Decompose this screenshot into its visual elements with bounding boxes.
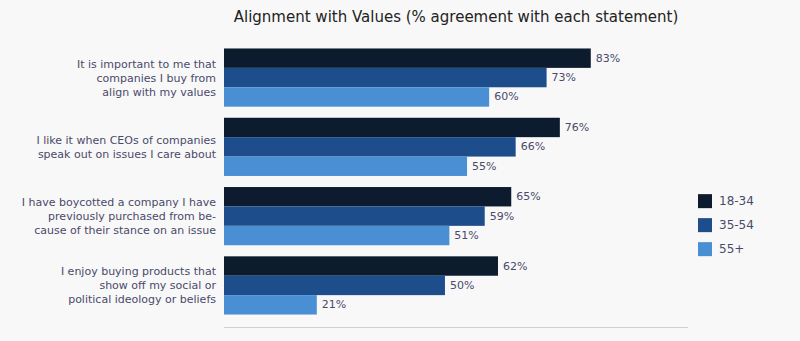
y-tick-label-line: previously purchased from be- — [48, 210, 216, 223]
data-label: 62% — [503, 260, 527, 273]
data-labels: 83% 73% 60% 76% 66% 55% 65%59% 51% 62% 50% 21% — [322, 52, 620, 312]
y-tick-label-line: show off my social or — [99, 279, 216, 292]
legend-swatch — [698, 242, 712, 256]
bar — [224, 87, 489, 106]
bar — [224, 68, 547, 87]
legend-label: 18-34 — [719, 194, 754, 208]
y-tick-label-line: companies I buy from — [96, 71, 216, 84]
bar — [224, 295, 317, 314]
chart-container: Alignment with Values (% agreement with … — [0, 0, 800, 341]
y-tick-label-line: I have boycotted a company I have — [22, 196, 216, 209]
data-label: 50% — [450, 279, 474, 292]
title: Alignment with Values (% agreement with … — [234, 8, 678, 26]
bar — [224, 226, 449, 245]
legend-label: 55+ — [719, 242, 744, 256]
y-tick-label: It is important to me thatcompanies I bu… — [77, 57, 217, 98]
y-tick-label-line: speak out on issues I care about — [38, 147, 217, 160]
bar — [224, 187, 511, 206]
y-tick-label-line: I enjoy buying products that — [61, 265, 217, 278]
legend: 18-34 35-54 55+ — [698, 194, 754, 256]
bar — [224, 206, 485, 225]
y-tick-label: I like it when CEOs of companiesspeak ou… — [36, 133, 216, 160]
bar — [224, 256, 498, 275]
legend-swatch — [698, 194, 712, 208]
bars — [224, 48, 591, 314]
data-label: 66% — [521, 140, 545, 153]
bar — [224, 48, 591, 67]
data-label: 60% — [494, 90, 518, 103]
y-tick-label-line: I like it when CEOs of companies — [36, 133, 216, 146]
legend-swatch — [698, 218, 712, 232]
y-tick-label: I enjoy buying products thatshow off my … — [61, 265, 217, 306]
data-label: 73% — [552, 71, 576, 84]
bar — [224, 137, 516, 156]
legend-label: 35-54 — [719, 218, 754, 232]
x-axis-line — [224, 327, 688, 328]
bar — [224, 118, 560, 137]
y-tick-label: I have boycotted a company I havepreviou… — [22, 196, 216, 237]
data-label: 65% — [516, 190, 540, 203]
data-label: 76% — [565, 121, 589, 134]
y-tick-label-line: cause of their stance on an issue — [34, 224, 216, 237]
bar — [224, 276, 445, 295]
bar — [224, 157, 467, 176]
data-label: 59% — [490, 210, 514, 223]
data-label: 51% — [454, 229, 478, 242]
data-label: 83% — [596, 52, 620, 65]
data-label: 55% — [472, 160, 496, 173]
y-tick-label-line: political ideology or beliefs — [68, 293, 216, 306]
background — [0, 0, 800, 341]
data-label: 21% — [322, 298, 346, 311]
chart-svg: Alignment with Values (% agreement with … — [0, 0, 800, 341]
y-tick-label-line: align with my values — [102, 85, 216, 98]
y-tick-labels: It is important to me thatcompanies I bu… — [22, 57, 217, 306]
y-tick-label-line: It is important to me that — [77, 57, 217, 70]
